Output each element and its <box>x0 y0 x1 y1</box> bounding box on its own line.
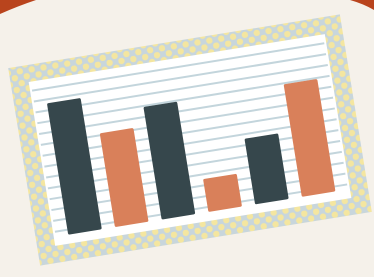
corner-shape <box>0 0 36 14</box>
card <box>8 14 372 265</box>
corner-shape <box>350 0 374 10</box>
illustration <box>0 0 374 277</box>
bar <box>203 174 242 212</box>
page: {"chart_data": {"type": "bar", "categori… <box>0 0 374 277</box>
